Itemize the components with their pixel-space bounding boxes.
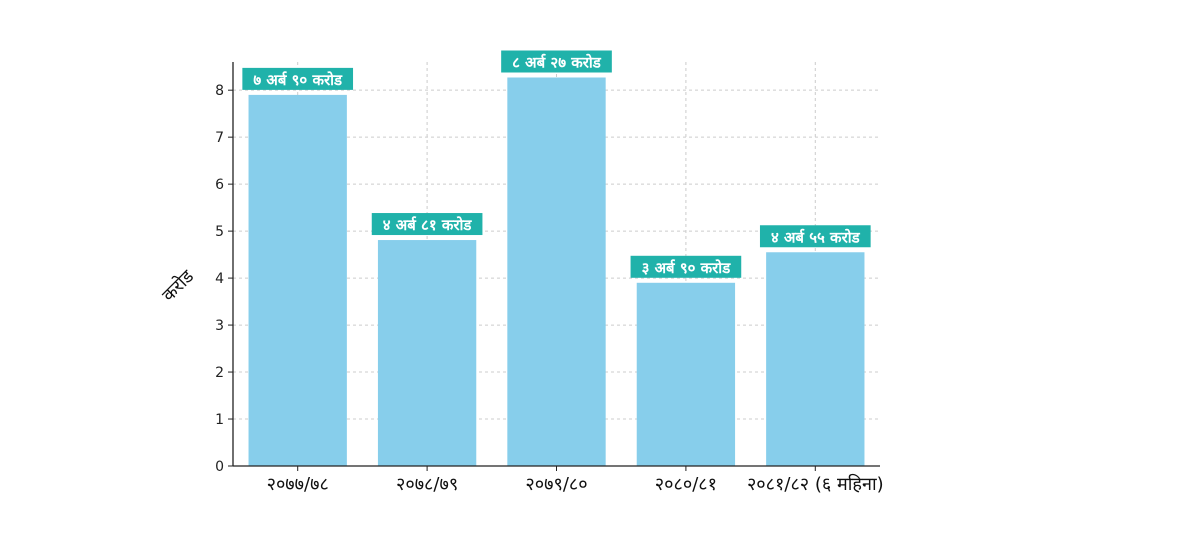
data-label: ७ अर्ब ९० करोड bbox=[242, 67, 354, 90]
y-tick-label: 1 bbox=[215, 412, 224, 428]
data-label: ४ अर्ब ८१ करोड bbox=[371, 213, 483, 236]
axes: 0 1 2 3 4 5 6 7 8 २०७७/७८ २०७८/७९ २०७९/८० २०८०/८१ २०८… bbox=[215, 62, 884, 495]
bars bbox=[248, 77, 865, 467]
bar bbox=[636, 282, 736, 466]
data-label-box bbox=[501, 50, 612, 73]
data-label-text: ४ अर्ब ५५ करोड bbox=[771, 228, 861, 246]
data-label-text: ८ अर्ब २७ करोड bbox=[512, 54, 602, 72]
data-labels: ७ अर्ब ९० करोड ४ अर्ब ८१ करोड ८ अर्ब २७ कर… bbox=[242, 50, 871, 278]
x-tick-label: २०८०/८१ bbox=[655, 474, 717, 495]
y-axis-label: करोड bbox=[157, 265, 198, 306]
y-tick-label: 0 bbox=[215, 459, 224, 475]
x-tick-label: २०८१/८२ (६ महिना) bbox=[747, 473, 884, 495]
bar bbox=[507, 77, 606, 467]
y-tick-label: 6 bbox=[215, 177, 224, 193]
y-tick-label: 8 bbox=[215, 83, 224, 99]
data-label-box bbox=[759, 225, 871, 248]
data-label-text: ७ अर्ब ९० करोड bbox=[253, 71, 343, 89]
data-label-text: ४ अर्ब ८१ करोड bbox=[383, 216, 473, 234]
data-label-box bbox=[630, 255, 742, 278]
y-tick-label: 7 bbox=[215, 130, 224, 146]
x-tick-label: २०७९/८० bbox=[525, 474, 587, 495]
data-label: ४ अर्ब ५५ करोड bbox=[759, 225, 871, 248]
data-label-box bbox=[371, 213, 483, 236]
data-label: ८ अर्ब २७ करोड bbox=[501, 50, 612, 73]
y-tick-label: 3 bbox=[215, 318, 224, 334]
bar bbox=[766, 252, 865, 466]
y-tick-label: 5 bbox=[215, 224, 224, 240]
y-tick-label: 4 bbox=[215, 271, 224, 287]
bar bbox=[248, 94, 347, 466]
x-tick-label: २०७७/७८ bbox=[267, 474, 329, 495]
data-label-text: ३ अर्ब ९० करोड bbox=[642, 259, 732, 277]
data-label-box bbox=[242, 67, 354, 90]
data-label: ३ अर्ब ९० करोड bbox=[630, 255, 742, 278]
x-tick-label: २०७८/७९ bbox=[396, 474, 458, 495]
bar bbox=[377, 240, 477, 466]
y-tick-label: 2 bbox=[215, 365, 224, 381]
